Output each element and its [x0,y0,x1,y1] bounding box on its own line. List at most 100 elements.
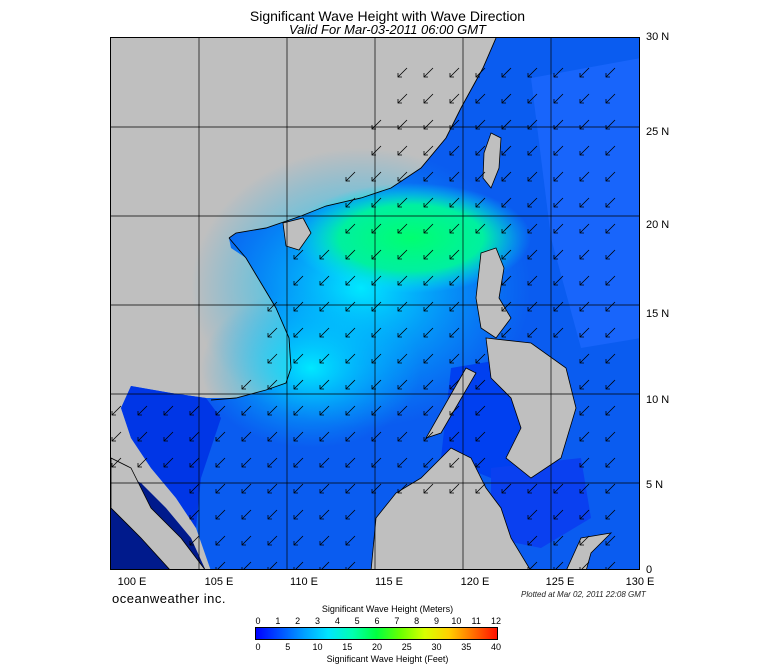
wave-direction-arrowhead [189,515,194,520]
wave-direction-arrow [527,67,538,78]
wave-direction-arrowhead [267,333,272,338]
wave-direction-arrow [579,457,590,468]
wave-direction-arrow [449,223,460,234]
wave-direction-arrowhead [605,307,610,312]
wave-direction-arrow [605,145,616,156]
wave-direction-arrowhead [345,437,350,442]
wave-direction-arrowhead [397,255,402,260]
lon-label-115e: 115 E [375,576,403,588]
wave-direction-arrowhead [397,125,402,130]
wave-direction-arrow [553,275,564,286]
wave-direction-arrowhead [449,99,454,104]
wave-direction-arrow [475,353,486,364]
wave-direction-arrowhead [475,359,480,364]
wave-direction-arrow [553,301,564,312]
wave-direction-arrow [579,353,590,364]
wave-direction-arrow [449,197,460,208]
wave-direction-arrowhead [527,333,532,338]
wave-direction-arrow [163,457,174,468]
wave-direction-arrowhead [293,567,295,569]
wave-direction-arrow [267,379,278,390]
wave-direction-arrowhead [579,411,584,416]
wave-direction-arrowhead [293,411,298,416]
wave-direction-arrow [449,483,460,494]
wave-direction-arrowhead [475,411,480,416]
wave-direction-arrow [475,405,486,416]
wave-direction-arrowhead [527,307,532,312]
wave-direction-arrowhead [189,489,194,494]
wave-direction-arrow [449,301,460,312]
wave-direction-arrow [345,457,356,468]
wave-direction-arrow [501,223,512,234]
wave-direction-arrowhead [371,385,376,390]
wave-direction-arrowhead [553,307,558,312]
wave-direction-arrow [189,431,200,442]
wave-direction-arrow [527,93,538,104]
wave-direction-arrow [527,223,538,234]
lat-label-30n: 30 N [646,31,670,43]
legend-meter-tick: 5 [354,616,360,626]
wave-direction-arrow [347,561,356,569]
wave-direction-arrow [423,483,434,494]
wave-direction-arrowhead [605,229,610,234]
wave-direction-arrow [397,93,408,104]
wave-direction-arrow [345,301,356,312]
wave-direction-arrow [605,327,616,338]
wave-direction-arrowhead [293,333,298,338]
wave-direction-arrowhead [449,333,454,338]
wave-direction-arrowhead [579,73,584,78]
wave-direction-arrow [423,327,434,338]
wave-direction-arrow [319,327,330,338]
wave-direction-arrowhead [475,177,480,182]
wave-direction-arrow [449,67,460,78]
wave-direction-arrowhead [423,151,428,156]
wave-direction-arrowhead [605,567,607,569]
wave-direction-arrowhead [371,177,376,182]
wave-direction-arrow [449,171,460,182]
wave-direction-arrow [267,457,278,468]
wave-direction-arrow [371,223,382,234]
wave-direction-arrowhead [397,73,402,78]
legend-meter-tick: 7 [394,616,400,626]
wave-direction-arrowhead [553,203,558,208]
wave-direction-arrow [319,353,330,364]
wave-direction-arrowhead [423,489,428,494]
wave-direction-arrowhead [267,307,272,312]
wave-direction-arrowhead [371,125,376,130]
wave-direction-arrow [605,483,616,494]
wave-direction-arrowhead [527,489,532,494]
wave-direction-arrowhead [397,151,402,156]
wave-direction-arrowhead [579,385,584,390]
wave-direction-arrowhead [605,125,610,130]
wave-direction-arrowhead [319,359,324,364]
wave-direction-arrowhead [111,411,116,416]
wave-direction-arrowhead [319,567,321,569]
wave-direction-arrow [605,431,616,442]
wave-direction-arrowhead [553,567,555,569]
wave-direction-arrow [449,93,460,104]
wave-direction-arrowhead [449,125,454,130]
wave-direction-arrow [423,353,434,364]
wave-direction-arrow [605,353,616,364]
wave-direction-arrow [345,223,356,234]
wave-direction-arrow [449,275,460,286]
wave-direction-arrow [371,327,382,338]
wave-direction-arrow [423,379,434,390]
wave-direction-arrow [267,353,278,364]
wave-direction-arrowhead [267,489,272,494]
wave-direction-arrowhead [397,333,402,338]
wave-direction-arrow [605,223,616,234]
wave-direction-arrow [319,483,330,494]
wave-direction-arrow [605,379,616,390]
wave-direction-arrowhead [267,463,272,468]
wave-direction-arrowhead [449,281,454,286]
wave-direction-arrow [501,67,512,78]
wave-direction-arrow [423,457,434,468]
wave-direction-arrow [475,379,486,390]
wave-direction-arrowhead [423,281,428,286]
wave-direction-arrowhead [189,463,194,468]
wave-direction-arrow [553,171,564,182]
wave-direction-arrowhead [397,437,402,442]
wave-direction-arrowhead [553,99,558,104]
wave-direction-arrow [137,405,148,416]
